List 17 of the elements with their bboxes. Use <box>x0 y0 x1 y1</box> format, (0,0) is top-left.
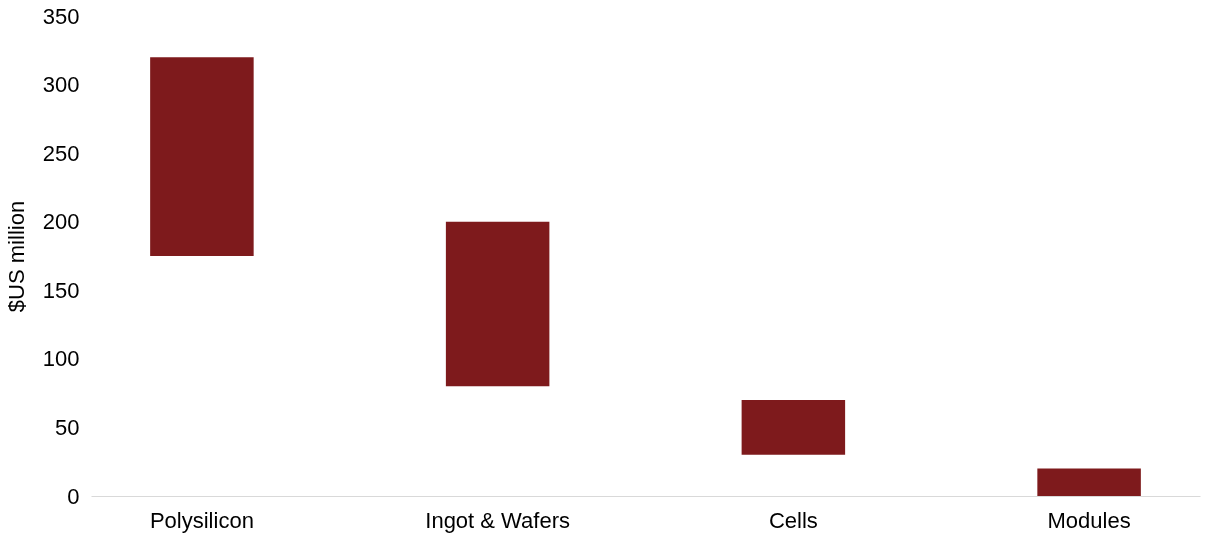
y-tick-label: 250 <box>42 140 80 166</box>
y-tick-label: 0 <box>67 483 80 509</box>
y-tick-label: 150 <box>42 277 80 303</box>
x-tick-label: Modules <box>1047 507 1131 533</box>
bar <box>445 221 550 387</box>
y-tick-label: 100 <box>42 346 80 372</box>
y-tick-label: 300 <box>42 72 80 98</box>
x-tick-label: Ingot & Wafers <box>425 507 570 533</box>
bar <box>150 57 254 256</box>
y-tick-label: 50 <box>55 414 80 440</box>
bar <box>1037 468 1141 496</box>
y-tick-label: 200 <box>42 209 80 235</box>
bar <box>741 400 846 455</box>
y-tick-label: 350 <box>42 3 80 29</box>
x-tick-label: Cells <box>768 507 818 533</box>
x-tick-label: Polysilicon <box>149 507 254 533</box>
y-axis-title: $US million <box>3 200 29 313</box>
